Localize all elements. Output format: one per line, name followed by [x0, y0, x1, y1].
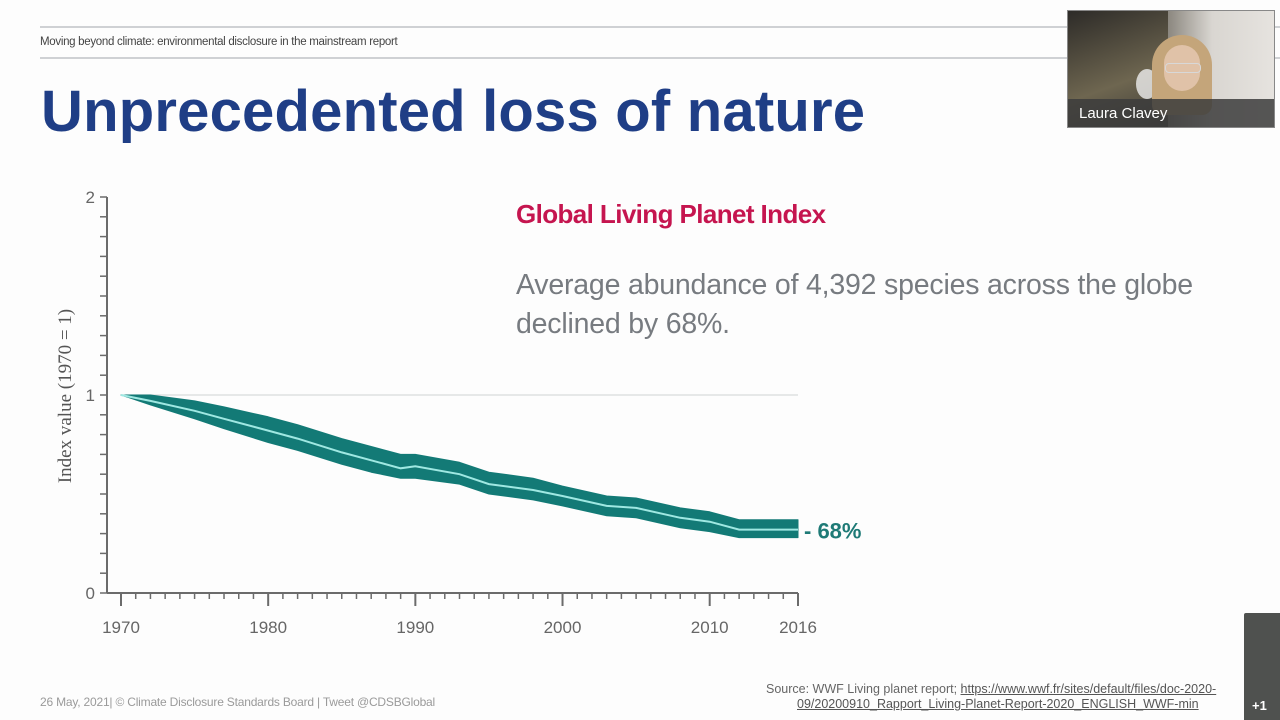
x-tick-label: 2010	[691, 618, 729, 637]
y-tick-label: 2	[86, 188, 95, 207]
more-participants-count: +1	[1252, 698, 1267, 713]
y-tick-label: 1	[86, 386, 95, 405]
x-tick-label: 2000	[544, 618, 582, 637]
confidence-band-layer	[120, 394, 799, 539]
x-tick-label: 1970	[102, 618, 140, 637]
y-tick-label: 0	[86, 584, 95, 603]
participant-glasses	[1165, 63, 1201, 73]
x-tick-label: 1990	[396, 618, 434, 637]
participant-name-bar	[1068, 99, 1274, 127]
y-axis-title: Index value (1970 = 1)	[55, 309, 76, 483]
confidence-band	[120, 394, 799, 539]
participant-video-tile[interactable]: Laura Clavey	[1067, 10, 1275, 128]
source-link[interactable]: https://www.wwf.fr/sites/default/files/d…	[960, 682, 1217, 696]
header-rule-top	[40, 26, 1280, 28]
x-tick-label: 1980	[249, 618, 287, 637]
source-link-continued[interactable]: 09/20200910_Rapport_Living-Planet-Report…	[797, 697, 1199, 711]
axes-layer: 0 1 2 1970 1980 1990 2000 2010 2016	[86, 188, 817, 637]
chart-title: Global Living Planet Index	[516, 199, 826, 229]
chart-description: Average abundance of 4,392 species acros…	[516, 269, 1193, 340]
deck-subtitle: Moving beyond climate: environmental dis…	[40, 36, 398, 48]
participant-face	[1164, 45, 1200, 91]
end-annotation-label: - 68%	[804, 519, 861, 544]
source-citation: Source: WWF Living planet report; https:…	[766, 682, 1246, 712]
participant-name: Laura Clavey	[1079, 105, 1168, 122]
slide-title: Unprecedented loss of nature	[41, 79, 866, 144]
source-prefix: Source: WWF Living planet report;	[766, 682, 961, 696]
x-tick-label: 2016	[779, 618, 817, 637]
more-participants-button[interactable]: +1	[1244, 613, 1280, 720]
footer-copyright: 26 May, 2021| © Climate Disclosure Stand…	[40, 695, 435, 709]
header-rule-bottom	[40, 57, 1280, 59]
